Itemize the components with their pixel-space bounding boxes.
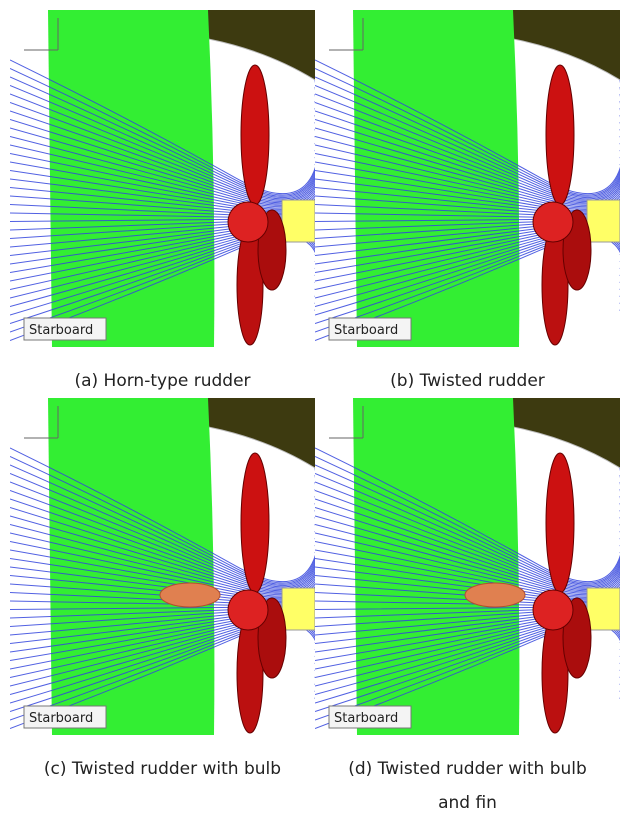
figure: Starboard (a) Horn-type rudder Starboard (b… <box>0 0 637 816</box>
caption-line: (a) Horn-type rudder <box>10 364 315 398</box>
blade <box>546 65 574 205</box>
caption-line: (d) Twisted rudder with bulb <box>315 752 620 786</box>
caption: (a) Horn-type rudder <box>10 364 315 398</box>
simulation-image: Starboard <box>10 398 315 735</box>
simulation-image: Starboard <box>10 10 315 347</box>
propeller-boss <box>533 202 573 242</box>
caption-line: (c) Twisted rudder with bulb <box>10 752 315 786</box>
caption: (c) Twisted rudder with bulb <box>10 752 315 786</box>
blade <box>241 65 269 205</box>
simulation-image: Starboard <box>315 398 620 735</box>
bulb <box>160 583 220 607</box>
blade <box>241 453 269 593</box>
simulation-image: Starboard <box>315 10 620 347</box>
hub <box>587 588 620 630</box>
propeller-boss <box>228 590 268 630</box>
hub <box>282 200 315 242</box>
propeller-boss <box>533 590 573 630</box>
caption-line: and fin <box>315 786 620 816</box>
view-label: Starboard <box>334 711 398 726</box>
caption-line: (b) Twisted rudder <box>315 364 620 398</box>
caption: (b) Twisted rudder <box>315 364 620 398</box>
view-label: Starboard <box>29 711 93 726</box>
propeller-boss <box>228 202 268 242</box>
blade <box>546 453 574 593</box>
hub <box>282 588 315 630</box>
view-label: Starboard <box>334 323 398 338</box>
bulb <box>465 583 525 607</box>
hub <box>587 200 620 242</box>
view-label: Starboard <box>29 323 93 338</box>
